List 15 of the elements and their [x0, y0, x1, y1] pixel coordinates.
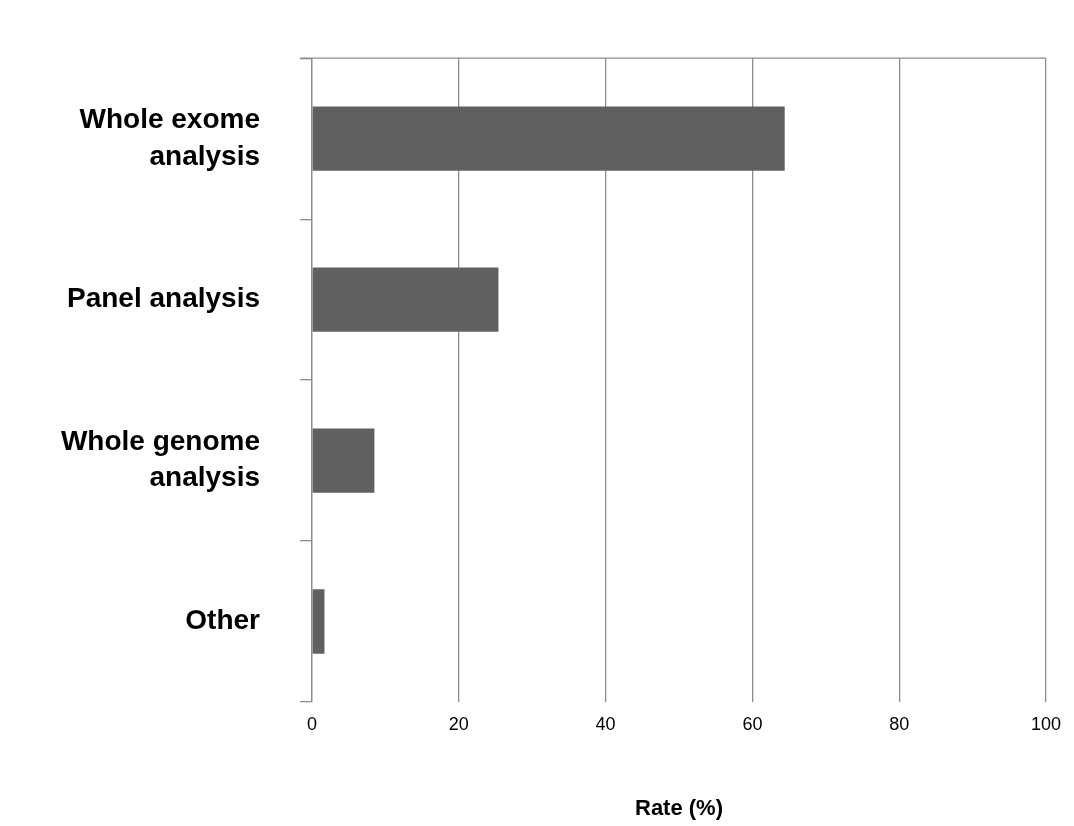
x-tick-label: 20 — [448, 713, 469, 734]
x-tick-label: 40 — [595, 713, 616, 734]
y-tick-label: Whole exome analysis — [79, 103, 260, 171]
bar — [312, 106, 785, 171]
bar — [312, 589, 325, 654]
x-tick-label: 80 — [889, 713, 910, 734]
x-tick-label: 60 — [742, 713, 763, 734]
x-tick-label: 100 — [1030, 713, 1062, 734]
y-tick-label: Panel analysis — [66, 282, 260, 314]
x-tick-label: 0 — [306, 713, 318, 734]
y-tick-label: Whole genome analysis — [60, 425, 260, 493]
y-tick-label: Other — [185, 604, 261, 636]
x-axis-title: Rate (%) — [634, 794, 724, 820]
bar — [312, 428, 375, 493]
bar — [312, 267, 499, 332]
